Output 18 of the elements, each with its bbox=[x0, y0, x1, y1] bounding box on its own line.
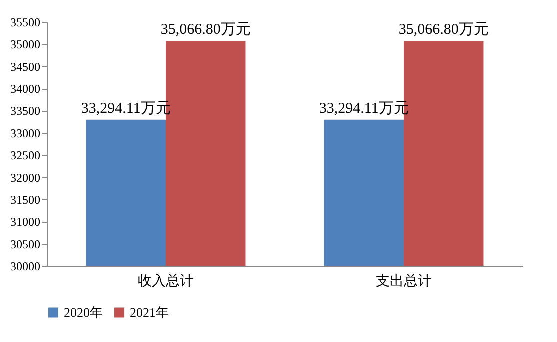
y-tick-label: 30000 bbox=[10, 260, 40, 274]
y-tick-label: 33000 bbox=[10, 126, 40, 140]
y-tick-label: 33500 bbox=[10, 104, 40, 118]
legend-label: 2021年 bbox=[130, 304, 169, 320]
y-tick-label: 31500 bbox=[10, 192, 40, 207]
y-tick-label: 35000 bbox=[10, 38, 40, 52]
y-tick-label: 34000 bbox=[10, 82, 40, 96]
y-tick-label: 32000 bbox=[10, 170, 40, 185]
y-tick-label: 30500 bbox=[10, 237, 40, 252]
y-tick-label: 34500 bbox=[10, 60, 40, 74]
y-tick-label: 32500 bbox=[10, 148, 40, 163]
x-tick-label: 收入总计 bbox=[138, 274, 194, 290]
y-tick-label: 35500 bbox=[10, 16, 40, 30]
x-tick-label: 支出总计 bbox=[376, 274, 432, 290]
data-label: 35,066.80万元 bbox=[160, 22, 251, 38]
y-tick-label: 31000 bbox=[10, 215, 40, 230]
data-label: 35,066.80万元 bbox=[398, 22, 489, 38]
legend-label: 2020年 bbox=[64, 304, 103, 320]
